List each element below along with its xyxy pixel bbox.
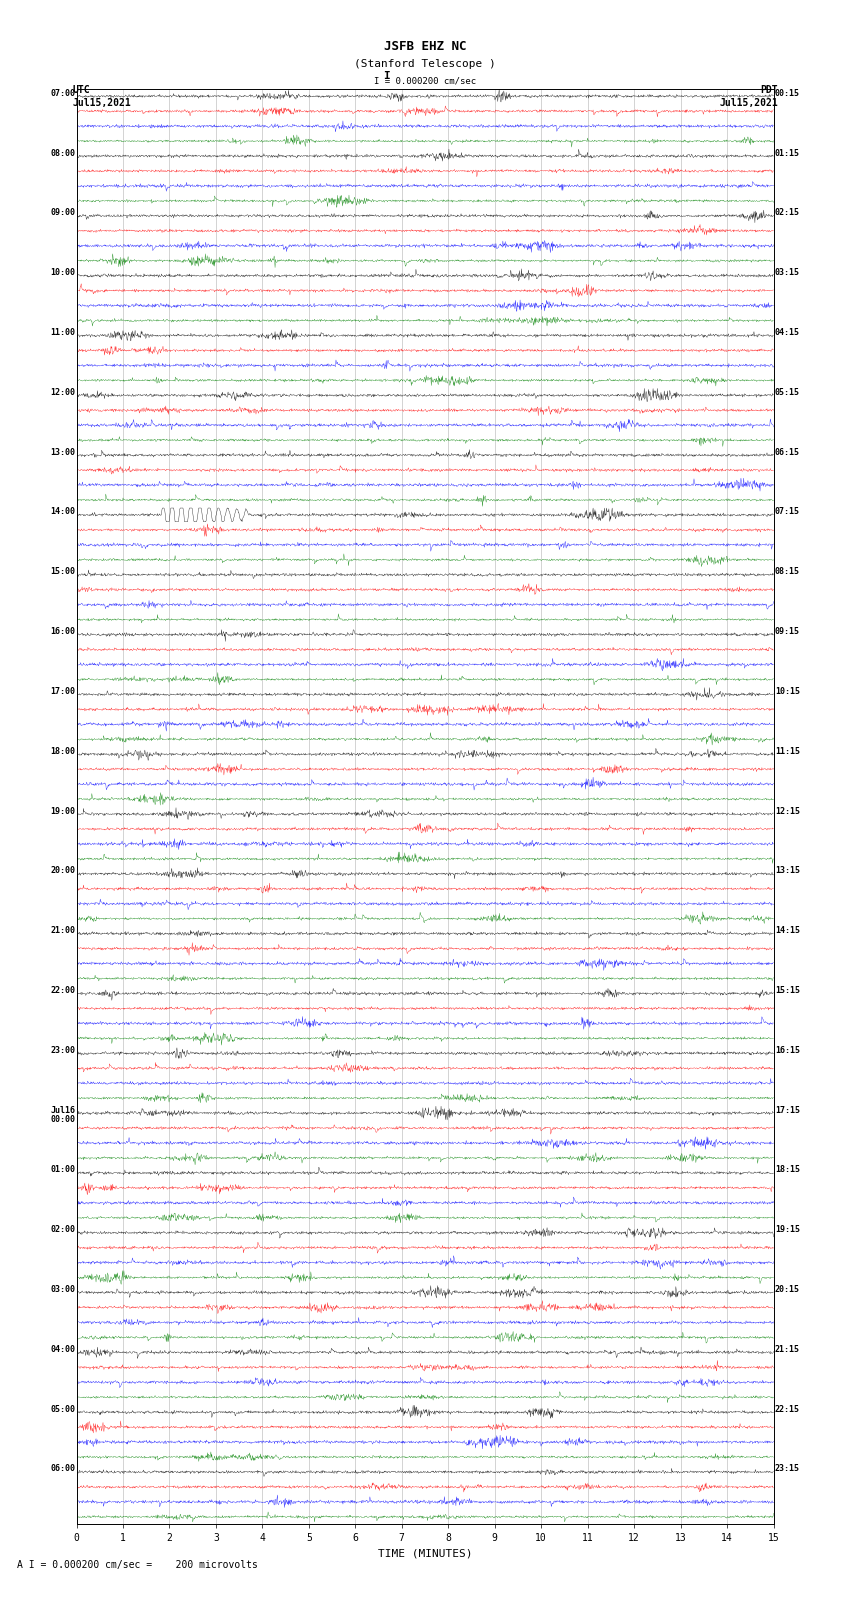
Text: I = 0.000200 cm/sec: I = 0.000200 cm/sec <box>374 76 476 85</box>
Text: 14:00: 14:00 <box>50 508 75 516</box>
Text: 20:15: 20:15 <box>775 1286 800 1294</box>
Text: 00:15: 00:15 <box>775 89 800 98</box>
Text: 01:15: 01:15 <box>775 148 800 158</box>
Text: 08:15: 08:15 <box>775 568 800 576</box>
Text: 03:00: 03:00 <box>50 1286 75 1294</box>
Text: 06:00: 06:00 <box>50 1465 75 1473</box>
Text: 18:15: 18:15 <box>775 1165 800 1174</box>
Text: 11:15: 11:15 <box>775 747 800 755</box>
X-axis label: TIME (MINUTES): TIME (MINUTES) <box>377 1548 473 1558</box>
Text: 01:00: 01:00 <box>50 1165 75 1174</box>
Text: 23:15: 23:15 <box>775 1465 800 1473</box>
Text: 12:00: 12:00 <box>50 387 75 397</box>
Text: 21:00: 21:00 <box>50 926 75 936</box>
Text: 11:00: 11:00 <box>50 327 75 337</box>
Text: 15:00: 15:00 <box>50 568 75 576</box>
Text: 21:15: 21:15 <box>775 1345 800 1353</box>
Text: PDT
Jul15,2021: PDT Jul15,2021 <box>719 85 778 108</box>
Text: 17:00: 17:00 <box>50 687 75 695</box>
Text: (Stanford Telescope ): (Stanford Telescope ) <box>354 60 496 69</box>
Text: 14:15: 14:15 <box>775 926 800 936</box>
Text: 19:00: 19:00 <box>50 806 75 816</box>
Text: 10:00: 10:00 <box>50 268 75 277</box>
Text: I: I <box>383 71 390 81</box>
Text: 17:15: 17:15 <box>775 1105 800 1115</box>
Text: 05:00: 05:00 <box>50 1405 75 1413</box>
Text: 22:15: 22:15 <box>775 1405 800 1413</box>
Text: 18:00: 18:00 <box>50 747 75 755</box>
Text: 02:15: 02:15 <box>775 208 800 218</box>
Text: JSFB EHZ NC: JSFB EHZ NC <box>383 40 467 53</box>
Text: 15:15: 15:15 <box>775 986 800 995</box>
Text: 09:00: 09:00 <box>50 208 75 218</box>
Text: 19:15: 19:15 <box>775 1226 800 1234</box>
Text: 13:15: 13:15 <box>775 866 800 876</box>
Text: 22:00: 22:00 <box>50 986 75 995</box>
Text: 05:15: 05:15 <box>775 387 800 397</box>
Text: Jul16
00:00: Jul16 00:00 <box>50 1105 75 1124</box>
Text: 04:00: 04:00 <box>50 1345 75 1353</box>
Text: 04:15: 04:15 <box>775 327 800 337</box>
Text: 13:00: 13:00 <box>50 448 75 456</box>
Text: 23:00: 23:00 <box>50 1045 75 1055</box>
Text: 16:15: 16:15 <box>775 1045 800 1055</box>
Text: 07:15: 07:15 <box>775 508 800 516</box>
Text: 10:15: 10:15 <box>775 687 800 695</box>
Text: A I = 0.000200 cm/sec =    200 microvolts: A I = 0.000200 cm/sec = 200 microvolts <box>17 1560 258 1569</box>
Text: 06:15: 06:15 <box>775 448 800 456</box>
Text: 03:15: 03:15 <box>775 268 800 277</box>
Text: 12:15: 12:15 <box>775 806 800 816</box>
Text: 20:00: 20:00 <box>50 866 75 876</box>
Text: 02:00: 02:00 <box>50 1226 75 1234</box>
Text: 08:00: 08:00 <box>50 148 75 158</box>
Text: 09:15: 09:15 <box>775 627 800 636</box>
Text: 07:00: 07:00 <box>50 89 75 98</box>
Text: UTC
Jul15,2021: UTC Jul15,2021 <box>72 85 131 108</box>
Text: 16:00: 16:00 <box>50 627 75 636</box>
